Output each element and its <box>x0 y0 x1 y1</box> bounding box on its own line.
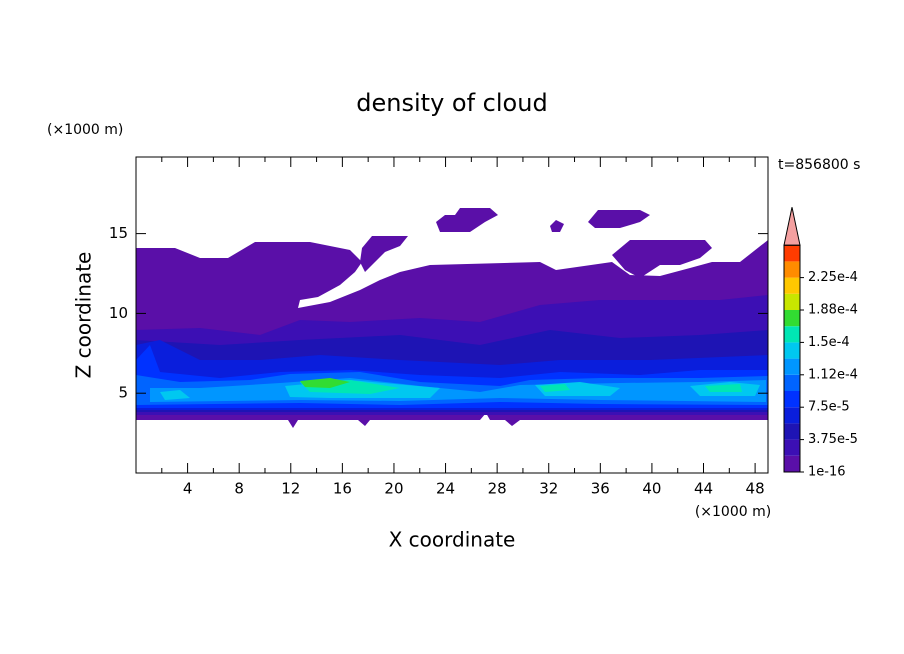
colorbar-band <box>784 245 800 262</box>
colorbar-band <box>784 455 800 472</box>
y-unit: (×1000 m) <box>47 122 123 138</box>
x-tick-label: 28 <box>488 480 507 498</box>
x-tick-label: 24 <box>436 480 455 498</box>
x-tick-label: 12 <box>281 480 300 498</box>
colorbar-label: 1.5e-4 <box>808 335 850 350</box>
colorbar-label: 1.88e-4 <box>808 303 858 318</box>
y-axis-title: Z coordinate <box>72 252 96 379</box>
plot-frame <box>135 156 769 474</box>
colorbar-label: 1.12e-4 <box>808 367 858 382</box>
contour-region <box>550 220 564 232</box>
x-tick-label: 40 <box>642 480 661 498</box>
colorbar-band <box>784 326 800 343</box>
chart-title: density of cloud <box>356 89 547 117</box>
contour-region <box>612 240 712 278</box>
contour-field <box>136 208 768 428</box>
x-tick-label: 8 <box>234 480 244 498</box>
colorbar-band <box>784 261 800 278</box>
x-tick-label: 36 <box>591 480 610 498</box>
colorbar-frame <box>783 244 801 473</box>
y-tick-label: 5 <box>118 384 128 402</box>
x-tick-label: 44 <box>694 480 713 498</box>
colorbar-band <box>784 310 800 327</box>
colorbar-band <box>784 439 800 456</box>
y-tick-label: 10 <box>109 304 128 322</box>
colorbar-band <box>784 358 800 375</box>
x-tick-label: 16 <box>333 480 352 498</box>
x-tick-label: 48 <box>746 480 765 498</box>
contour-region <box>360 236 408 272</box>
colorbar-band <box>784 277 800 294</box>
colorbar-label: 3.75e-5 <box>808 432 858 447</box>
colorbar-band <box>784 293 800 310</box>
y-tick-label: 15 <box>109 224 128 242</box>
x-tick-label: 32 <box>539 480 558 498</box>
x-axis-title: X coordinate <box>389 528 516 552</box>
colorbar-label: 7.5e-5 <box>808 400 850 415</box>
contour-region <box>436 208 498 232</box>
colorbar-extend <box>783 207 801 246</box>
colorbar-band <box>784 391 800 408</box>
colorbar-label: 1e-16 <box>808 465 846 480</box>
time-label: t=856800 s <box>778 157 860 173</box>
x-unit: (×1000 m) <box>695 504 771 520</box>
x-tick-label: 20 <box>384 480 403 498</box>
contour-region <box>300 378 350 388</box>
colorbar-label: 2.25e-4 <box>808 270 858 285</box>
colorbar-band <box>784 374 800 391</box>
contour-region <box>588 210 650 228</box>
x-tick-label: 4 <box>183 480 193 498</box>
colorbar-band <box>784 423 800 440</box>
colorbar-band <box>784 342 800 359</box>
colorbar-band <box>784 407 800 424</box>
